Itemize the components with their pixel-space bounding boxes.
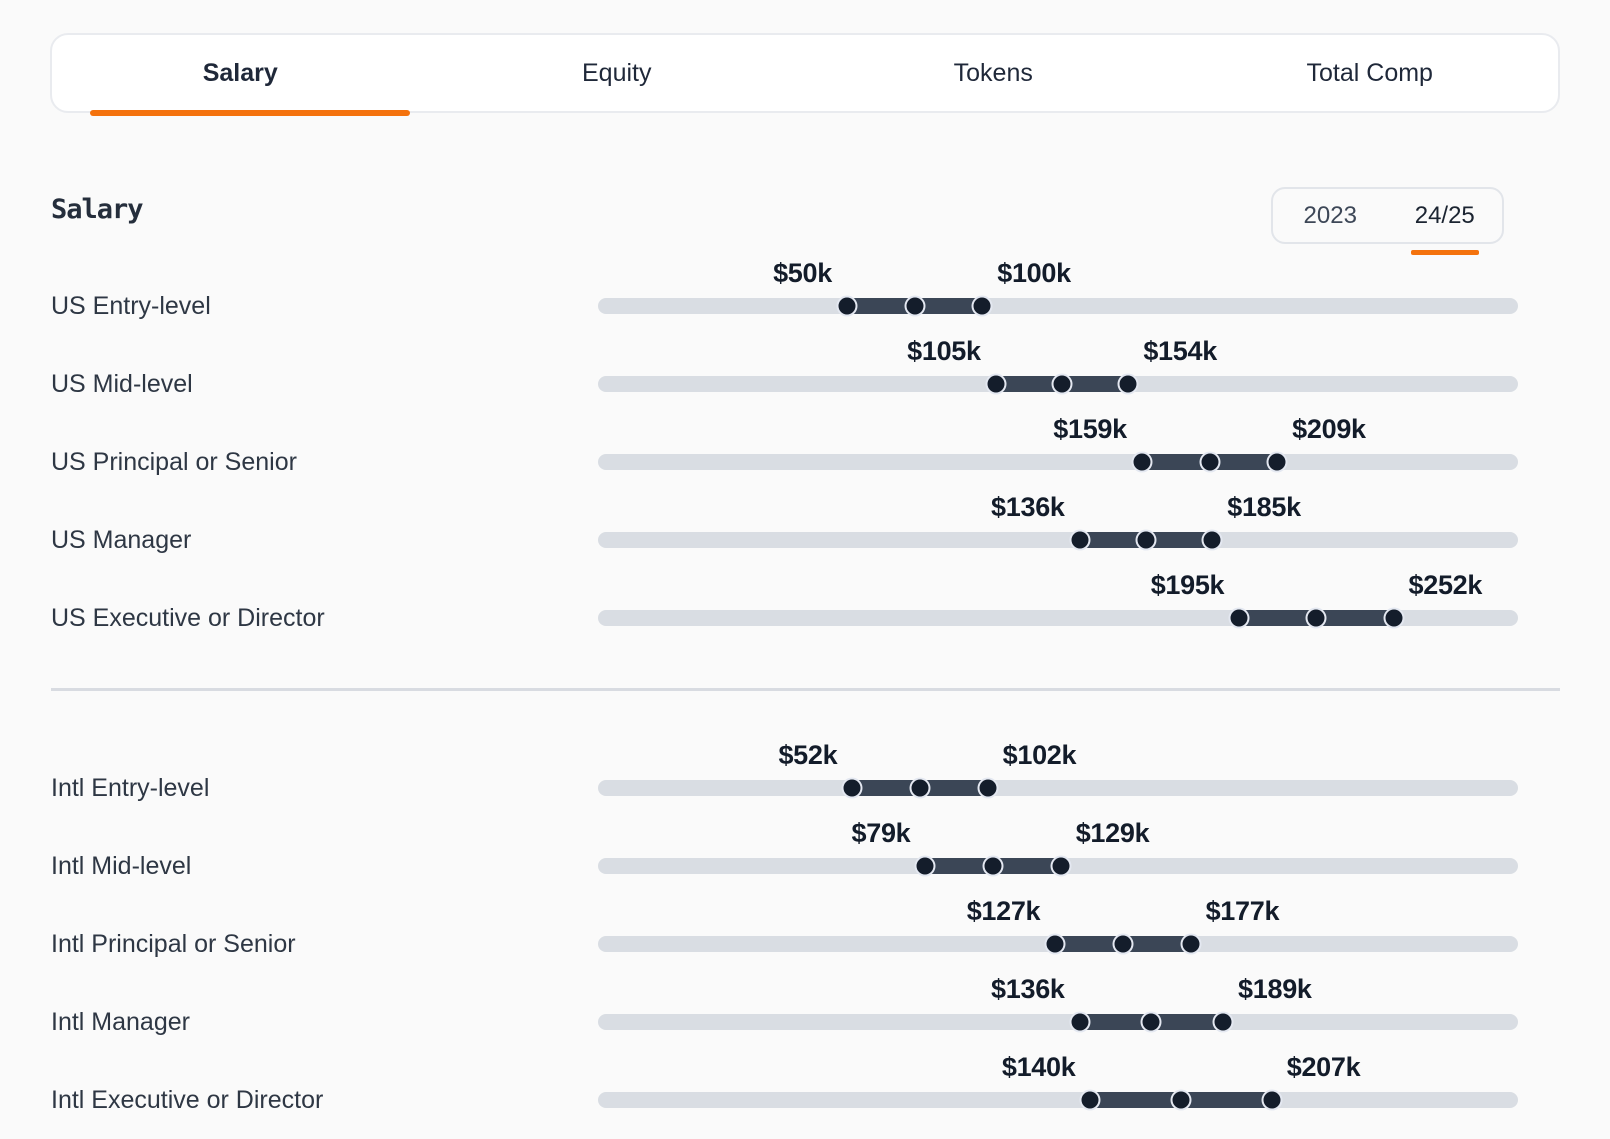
max-value-label: $102k (1002, 740, 1077, 770)
min-handle[interactable] (1133, 453, 1151, 471)
row-label: US Manager (51, 525, 192, 554)
mid-handle[interactable] (1201, 453, 1219, 471)
max-handle[interactable] (1263, 1091, 1281, 1109)
max-handle[interactable] (973, 297, 991, 315)
row-us-entry-level: US Entry-level $50k $100k (51, 258, 1518, 345)
row-label: US Mid-level (51, 369, 193, 398)
max-handle[interactable] (1052, 857, 1070, 875)
max-handle[interactable] (1203, 531, 1221, 549)
row-us-executive-or-director: US Executive or Director $195k $252k (51, 570, 1518, 657)
group-divider (51, 688, 1560, 691)
tab-bar: Salary Equity Tokens Total Comp (50, 33, 1560, 116)
min-value-label: $79k (851, 818, 911, 848)
section-heading: Salary (51, 194, 144, 225)
mid-handle[interactable] (1053, 375, 1071, 393)
row-intl-principal-or-senior: Intl Principal or Senior $127k $177k (51, 896, 1518, 983)
min-handle[interactable] (1230, 609, 1248, 627)
min-handle[interactable] (1046, 935, 1064, 953)
row-us-manager: US Manager $136k $185k (51, 492, 1518, 579)
slider-track[interactable]: $127k $177k (598, 896, 1518, 953)
slider-track[interactable]: $52k $102k (598, 740, 1518, 797)
slider-track[interactable]: $159k $209k (598, 414, 1518, 471)
min-handle[interactable] (916, 857, 934, 875)
mid-handle[interactable] (1114, 935, 1132, 953)
max-value-label: $129k (1075, 818, 1150, 848)
max-value-label: $209k (1292, 414, 1366, 444)
row-intl-executive-or-director: Intl Executive or Director $140k $207k (51, 1052, 1518, 1139)
year-option-24-25[interactable]: 24/25 (1388, 189, 1503, 242)
tab-total-comp[interactable]: Total Comp (1306, 58, 1433, 87)
min-value-label: $136k (991, 492, 1065, 522)
year-option-2023[interactable]: 2023 (1303, 201, 1357, 229)
row-label: Intl Mid-level (51, 851, 192, 880)
row-label: Intl Principal or Senior (51, 929, 296, 958)
row-label: Intl Entry-level (51, 773, 210, 802)
row-us-principal-or-senior: US Principal or Senior $159k $209k (51, 414, 1518, 501)
max-handle[interactable] (1119, 375, 1137, 393)
max-value-label: $100k (997, 258, 1071, 288)
mid-handle[interactable] (1307, 609, 1325, 627)
max-handle[interactable] (1182, 935, 1200, 953)
min-value-label: $52k (778, 740, 838, 770)
slider-track[interactable]: $136k $189k (598, 974, 1518, 1031)
row-intl-entry-level: Intl Entry-level $52k $102k (51, 740, 1518, 827)
mid-handle[interactable] (911, 779, 929, 797)
max-handle[interactable] (1385, 609, 1403, 627)
row-label: Intl Manager (51, 1007, 190, 1036)
max-handle[interactable] (1268, 453, 1286, 471)
min-value-label: $136k (991, 974, 1065, 1004)
max-handle[interactable] (1214, 1013, 1232, 1031)
mid-handle[interactable] (1142, 1013, 1160, 1031)
slider-track[interactable]: $195k $252k (598, 570, 1518, 627)
max-value-label: $185k (1227, 492, 1301, 522)
slider-track[interactable]: $105k $154k (598, 336, 1518, 393)
row-intl-mid-level: Intl Mid-level $79k $129k (51, 818, 1518, 905)
intl-rows: Intl Entry-level $52k $102k Intl Mid-lev… (51, 740, 1518, 1139)
max-value-label: $177k (1205, 896, 1280, 926)
mid-handle[interactable] (984, 857, 1002, 875)
row-label: US Principal or Senior (51, 447, 297, 476)
min-value-label: $50k (773, 258, 832, 288)
slider-track[interactable]: $50k $100k (598, 258, 1518, 315)
year-toggle: 2023 24/25 (1271, 187, 1504, 244)
row-us-mid-level: US Mid-level $105k $154k (51, 336, 1518, 423)
min-handle[interactable] (987, 375, 1005, 393)
min-value-label: $127k (966, 896, 1041, 926)
min-value-label: $105k (907, 336, 981, 366)
max-value-label: $252k (1408, 570, 1483, 600)
tab-equity[interactable]: Equity (582, 58, 652, 87)
min-handle[interactable] (1071, 1013, 1089, 1031)
min-handle[interactable] (1071, 531, 1089, 549)
mid-handle[interactable] (1137, 531, 1155, 549)
slider-track[interactable]: $79k $129k (598, 818, 1518, 875)
max-handle[interactable] (979, 779, 997, 797)
row-label: US Entry-level (51, 291, 211, 320)
slider-track[interactable]: $136k $185k (598, 492, 1518, 549)
min-handle[interactable] (843, 779, 861, 797)
tab-salary[interactable]: Salary (52, 35, 429, 116)
min-handle[interactable] (838, 297, 856, 315)
us-rows: US Entry-level $50k $100k US Mid-level $… (51, 258, 1518, 657)
row-label: Intl Executive or Director (51, 1085, 324, 1114)
min-value-label: $195k (1150, 570, 1225, 600)
tab-tokens[interactable]: Tokens (953, 58, 1033, 87)
max-value-label: $207k (1286, 1052, 1361, 1082)
row-label: US Executive or Director (51, 603, 325, 632)
row-intl-manager: Intl Manager $136k $189k (51, 974, 1518, 1061)
min-value-label: $159k (1053, 414, 1127, 444)
min-handle[interactable] (1081, 1091, 1099, 1109)
slider-track[interactable]: $140k $207k (598, 1052, 1518, 1109)
max-value-label: $154k (1143, 336, 1217, 366)
mid-handle[interactable] (1172, 1091, 1190, 1109)
mid-handle[interactable] (906, 297, 924, 315)
min-value-label: $140k (1001, 1052, 1076, 1082)
max-value-label: $189k (1238, 974, 1312, 1004)
